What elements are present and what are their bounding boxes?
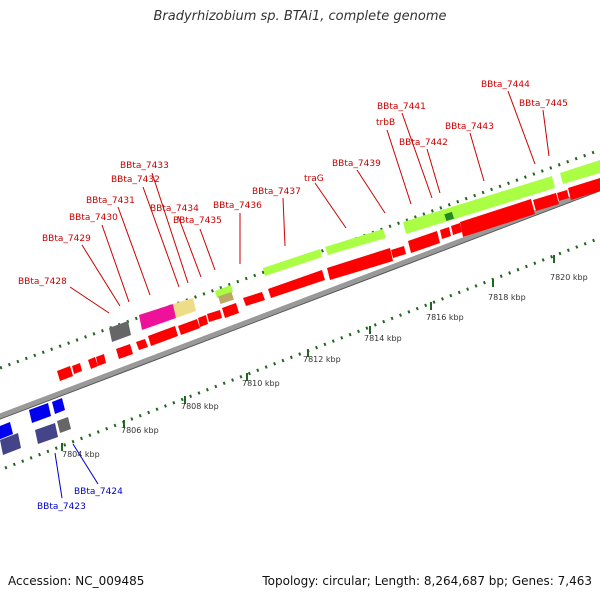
outer-red-genes xyxy=(116,178,600,359)
gene-magenta-7432 xyxy=(139,304,176,330)
gene-label-traG: traG xyxy=(304,174,324,184)
genome-backbone-shadow xyxy=(0,190,600,420)
gene-lime-traG xyxy=(263,249,322,276)
scale-label-7810: 7810 kbp xyxy=(242,379,280,388)
scale-label-7812: 7812 kbp xyxy=(303,355,341,364)
gene-lime-big xyxy=(403,176,555,234)
scale-label-7804: 7804 kbp xyxy=(62,450,100,459)
inner-red-genes xyxy=(57,354,106,381)
gene-label-7432: BBta_7432 xyxy=(111,175,160,185)
inner-major-ticks xyxy=(61,255,555,451)
gene-label-7433: BBta_7433 xyxy=(120,161,169,171)
scale-label-7820: 7820 kbp xyxy=(550,273,588,282)
scale-label-7808: 7808 kbp xyxy=(181,402,219,411)
gene-label-7435: BBta_7435 xyxy=(173,216,222,226)
scale-label-7818: 7818 kbp xyxy=(488,293,526,302)
map-title: Bradyrhizobium sp. BTAi1, complete genom… xyxy=(153,9,447,24)
gene-label-7437: BBta_7437 xyxy=(252,187,301,197)
gene-label-7431: BBta_7431 xyxy=(86,196,135,206)
gene-label-7424: BBta_7424 xyxy=(74,487,123,497)
gene-label-7441: BBta_7441 xyxy=(377,102,426,112)
inner-scale-track xyxy=(4,236,600,470)
gene-lime-7445 xyxy=(560,160,600,184)
gene-label-7436: BBta_7436 xyxy=(213,201,262,211)
scale-label-7816: 7816 kbp xyxy=(426,313,464,322)
gene-label-7444: BBta_7444 xyxy=(481,80,530,90)
gene-label-trbB: trbB xyxy=(376,118,395,128)
gene-label-7423: BBta_7423 xyxy=(37,502,86,512)
gene-label-7439: BBta_7439 xyxy=(332,159,381,169)
gene-label-7434: BBta_7434 xyxy=(150,204,199,214)
gene-label-7429: BBta_7429 xyxy=(42,234,91,244)
scale-label-7814: 7814 kbp xyxy=(364,334,402,343)
gene-label-7443: BBta_7443 xyxy=(445,122,494,132)
accession-label: Accession: NC_009485 xyxy=(8,574,145,588)
gene-khaki-7433 xyxy=(173,298,196,318)
gene-darkgreen-small xyxy=(444,211,455,222)
genome-stats-label: Topology: circular; Length: 8,264,687 bp… xyxy=(262,574,592,588)
gene-label-7442: BBta_7442 xyxy=(399,138,448,148)
leader-lines-red xyxy=(69,90,550,314)
gene-tan-small xyxy=(218,292,234,304)
outer-scale-track xyxy=(0,148,600,370)
leader-lines-blue xyxy=(54,443,99,499)
gene-label-7428: BBta_7428 xyxy=(18,277,67,287)
gene-label-7430: BBta_7430 xyxy=(69,213,118,223)
gene-label-7445: BBta_7445 xyxy=(519,99,568,109)
gene-lime-7439 xyxy=(325,229,386,255)
gene-gray-7428 xyxy=(109,321,131,342)
genome-backbone xyxy=(0,185,600,419)
blue-genes xyxy=(0,398,71,455)
scale-label-7806: 7806 kbp xyxy=(121,426,159,435)
gene-lime-small xyxy=(215,285,233,298)
